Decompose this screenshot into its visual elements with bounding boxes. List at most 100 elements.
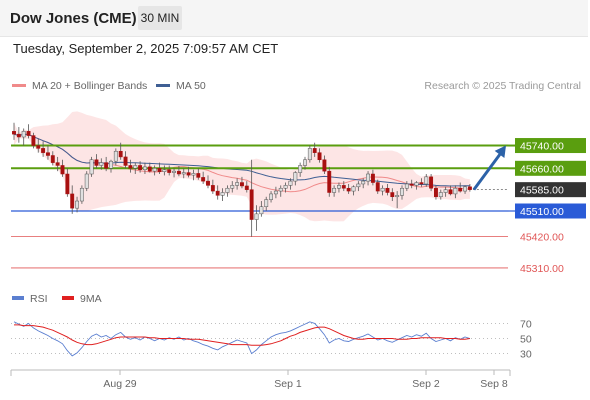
- candle-body-52: [264, 199, 269, 207]
- rsi-tick-50: 50: [520, 334, 532, 346]
- candle-body-26: [138, 165, 143, 170]
- candle-body-43: [220, 192, 225, 196]
- rsi-tick-70: 70: [520, 318, 532, 330]
- rsi-pane: 70 50 30: [11, 318, 532, 361]
- x-axis: Aug 29 Sep 1 Sep 2 Sep 8: [10, 369, 511, 390]
- legend-9ma: 9MA: [62, 293, 102, 305]
- candle-body-3: [26, 131, 31, 136]
- instrument-title: Dow Jones (CME): [10, 10, 137, 27]
- candle-body-67: [337, 185, 341, 189]
- candle-body-31: [162, 169, 167, 172]
- candle-body-41: [210, 185, 215, 192]
- candle-body-72: [361, 180, 366, 185]
- candle-body-38: [196, 173, 201, 178]
- projection-arrow-shaft: [472, 150, 504, 191]
- timeframe-badge[interactable]: 30 MIN: [138, 6, 182, 30]
- candle-body-22: [118, 150, 123, 158]
- candle-body-12: [70, 193, 75, 209]
- candle-body-2: [21, 131, 26, 138]
- current-price-label: 45585.00: [520, 185, 564, 197]
- candle-body-94: [467, 186, 472, 190]
- candle-body-20: [109, 160, 113, 169]
- current-price-tag: [515, 182, 586, 198]
- candle-body-69: [346, 187, 351, 192]
- candle-body-54: [273, 190, 278, 195]
- candle-body-9: [55, 162, 60, 166]
- candle-body-88: [438, 192, 443, 198]
- candle-body-34: [176, 170, 181, 175]
- candle-body-0: [12, 131, 16, 135]
- candle-body-1: [16, 133, 21, 138]
- candle-body-55: [278, 187, 283, 192]
- candle-body-65: [327, 170, 332, 193]
- candle-body-44: [225, 187, 230, 193]
- legend-ma20-label: MA 20 + Bollinger Bands: [32, 80, 148, 92]
- candle-body-29: [152, 168, 157, 172]
- candle-body-25: [133, 165, 138, 169]
- level-label-45660.00: 45660.00: [520, 163, 564, 175]
- candle-body-23: [123, 156, 128, 166]
- candle-body-71: [356, 183, 361, 188]
- candle-body-18: [99, 162, 104, 166]
- x-tick-label-3: Sep 8: [480, 378, 508, 390]
- ma20-swatch: [12, 83, 26, 87]
- level-label-45310.00: 45310.00: [520, 263, 564, 275]
- legend-9ma-label: 9MA: [80, 293, 102, 305]
- candle-body-70: [351, 186, 356, 192]
- candle-body-66: [332, 187, 337, 193]
- level-tag-45740.00: [515, 138, 586, 154]
- candle-body-79: [395, 195, 400, 198]
- candle-body-61: [307, 148, 312, 161]
- timestamp: Tuesday, September 2, 2025 7:09:57 AM CE…: [13, 41, 279, 56]
- candle-body-63: [317, 152, 322, 161]
- candle-body-78: [390, 192, 395, 198]
- candle-body-56: [283, 185, 288, 189]
- candle-body-91: [453, 187, 458, 195]
- candle-body-92: [458, 187, 463, 192]
- candle-body-40: [206, 180, 210, 186]
- level-label-45740.00: 45740.00: [520, 141, 564, 153]
- candle-body-10: [60, 165, 65, 175]
- candle-body-89: [443, 189, 448, 193]
- legend-rsi: RSI: [12, 293, 48, 305]
- candle-body-11: [65, 173, 70, 195]
- candle-body-68: [341, 185, 346, 189]
- candle-body-27: [143, 166, 147, 170]
- candle-body-82: [409, 183, 414, 186]
- candle-body-83: [414, 182, 419, 186]
- candle-body-35: [181, 172, 186, 175]
- candle-body-50: [254, 213, 259, 220]
- legend-ma50: MA 50: [156, 80, 206, 92]
- candle-body-45: [230, 185, 235, 189]
- candle-body-53: [269, 193, 274, 200]
- candle-body-90: [448, 189, 453, 195]
- candle-body-32: [167, 169, 172, 173]
- candle-body-33: [172, 170, 177, 173]
- candle-body-59: [298, 165, 303, 173]
- candle-body-7: [46, 152, 50, 156]
- rsi-9ma-line: [14, 324, 470, 346]
- candle-body-77: [385, 187, 390, 193]
- legend-rsi-label: RSI: [30, 293, 48, 305]
- candle-body-84: [419, 182, 424, 185]
- candle-body-47: [240, 182, 244, 187]
- level-tag-45660.00: [515, 160, 586, 176]
- candle-body-76: [380, 187, 385, 192]
- candle-body-81: [404, 183, 409, 189]
- bollinger-band: [14, 111, 470, 222]
- candle-body-73: [366, 173, 371, 182]
- candle-body-48: [244, 185, 249, 190]
- candle-body-39: [201, 177, 206, 182]
- candle-body-6: [41, 148, 46, 153]
- projection-arrow-head: [494, 145, 506, 158]
- candle-body-75: [375, 182, 380, 192]
- rsi-swatch: [12, 296, 24, 301]
- chart-header: Dow Jones (CME) 30 MIN: [0, 0, 588, 37]
- candle-body-87: [434, 187, 438, 198]
- candle-body-15: [84, 173, 89, 189]
- candle-body-5: [36, 145, 41, 149]
- 9ma-swatch: [62, 296, 74, 301]
- x-tick-label-0: Aug 29: [103, 378, 136, 390]
- rsi-tick-30: 30: [520, 349, 532, 361]
